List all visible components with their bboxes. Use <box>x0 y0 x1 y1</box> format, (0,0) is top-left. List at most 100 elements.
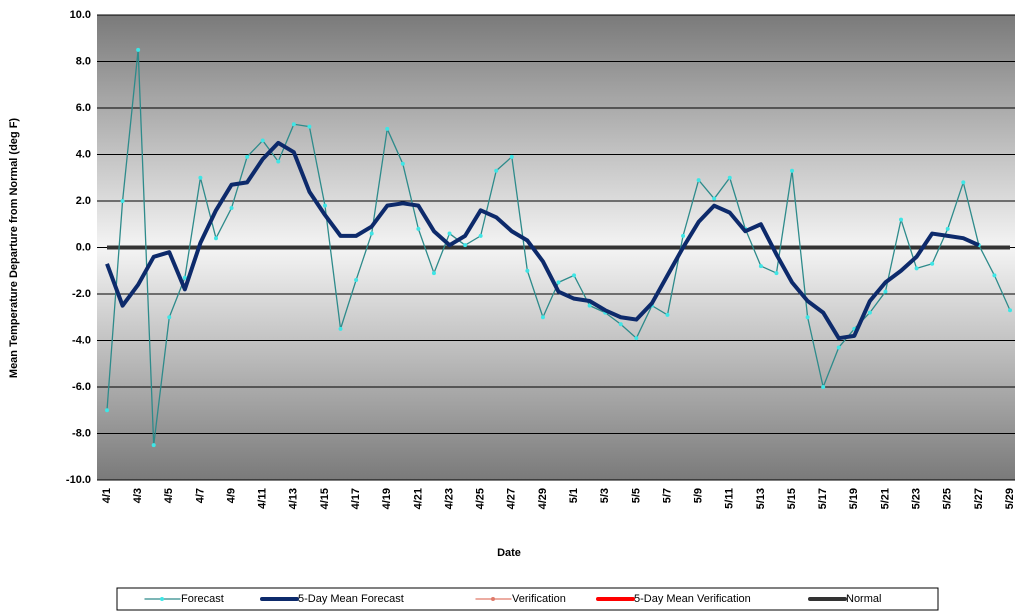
y-tick-label: -8.0 <box>72 427 91 439</box>
x-tick-label: 5/29 <box>1004 488 1016 509</box>
x-tick-label: 5/11 <box>724 488 736 509</box>
data-point <box>447 231 452 236</box>
data-point <box>322 203 327 208</box>
data-point <box>992 273 997 278</box>
data-point <box>758 264 763 269</box>
y-tick-label: 0.0 <box>76 241 91 253</box>
data-point <box>836 345 841 350</box>
legend-marker <box>160 597 164 601</box>
x-tick-label: 4/9 <box>225 488 237 503</box>
x-tick-label: 4/1 <box>101 488 113 503</box>
legend-marker <box>491 597 495 601</box>
data-point <box>260 138 265 143</box>
y-tick-label: 2.0 <box>76 195 91 207</box>
data-point <box>821 385 826 389</box>
data-point <box>712 196 717 201</box>
data-point <box>883 289 888 294</box>
x-tick-label: 4/3 <box>132 488 144 503</box>
legend <box>116 587 939 611</box>
y-tick-label: 4.0 <box>76 148 91 160</box>
y-tick-label: -2.0 <box>72 288 91 300</box>
data-point <box>369 231 374 236</box>
x-tick-label: 4/5 <box>163 488 175 503</box>
data-point <box>681 233 686 238</box>
data-point <box>213 236 218 241</box>
data-point <box>494 168 499 173</box>
legend-label: 5-Day Mean Forecast <box>298 593 404 605</box>
data-point <box>400 161 405 166</box>
x-tick-label: 4/17 <box>350 488 362 509</box>
data-point <box>1008 308 1012 313</box>
x-tick-label: 5/13 <box>755 488 767 509</box>
data-point <box>291 122 296 127</box>
x-tick-label: 4/19 <box>381 488 393 509</box>
data-point <box>385 126 390 131</box>
data-point <box>572 273 577 278</box>
data-point <box>945 226 950 231</box>
y-axis-title: Mean Temperature Departure from Normal (… <box>8 118 20 379</box>
data-point <box>618 322 623 327</box>
data-point <box>276 159 281 164</box>
data-point <box>151 443 156 448</box>
data-point <box>914 266 919 271</box>
data-point <box>416 226 421 231</box>
data-point <box>805 315 810 320</box>
data-point <box>198 175 203 180</box>
x-tick-label: 5/3 <box>599 488 611 503</box>
x-tick-label: 5/17 <box>817 488 829 509</box>
x-tick-label: 4/21 <box>412 488 424 509</box>
x-tick-label: 4/11 <box>257 488 269 509</box>
data-point <box>634 336 639 341</box>
data-point <box>525 268 530 273</box>
data-point <box>587 303 592 308</box>
x-tick-label: 5/15 <box>786 488 798 509</box>
data-point <box>961 180 966 185</box>
y-tick-label: 6.0 <box>76 102 91 114</box>
data-point <box>478 233 483 238</box>
data-point <box>930 261 935 266</box>
x-tick-label: 5/25 <box>942 488 954 509</box>
legend-label: Normal <box>846 593 881 605</box>
x-tick-label: 5/9 <box>693 488 705 503</box>
data-point <box>899 217 904 222</box>
data-point <box>665 312 670 317</box>
data-point <box>338 326 343 331</box>
data-point <box>105 408 109 413</box>
y-tick-label: -4.0 <box>72 334 91 346</box>
x-tick-label: 4/23 <box>443 488 455 509</box>
legend-label: Forecast <box>181 593 224 605</box>
x-tick-label: 4/29 <box>537 488 549 509</box>
data-point <box>229 205 234 210</box>
series-line <box>105 140 980 341</box>
legend-label: Verification <box>512 593 566 605</box>
data-point <box>774 271 779 276</box>
x-tick-label: 4/25 <box>475 488 487 509</box>
x-tick-label: 4/7 <box>194 488 206 503</box>
legend-label: 5-Day Mean Verification <box>634 593 751 605</box>
x-tick-label: 5/21 <box>879 488 891 509</box>
data-point <box>245 154 250 159</box>
data-point <box>431 271 436 276</box>
data-point <box>556 280 561 285</box>
data-point <box>867 310 872 315</box>
data-point <box>354 278 359 283</box>
x-axis-title: Date <box>497 547 521 559</box>
x-tick-label: 5/1 <box>568 488 580 503</box>
data-point <box>540 315 545 320</box>
data-point <box>182 275 187 280</box>
y-tick-label: -10.0 <box>66 474 91 486</box>
x-tick-label: 5/7 <box>661 488 673 503</box>
y-tick-label: -6.0 <box>72 381 91 393</box>
data-point <box>790 168 795 173</box>
y-tick-label: 10.0 <box>70 9 91 21</box>
data-point <box>696 178 701 183</box>
x-tick-label: 4/27 <box>506 488 518 509</box>
data-point <box>727 175 732 180</box>
y-tick-label: 8.0 <box>76 55 91 67</box>
x-tick-label: 5/19 <box>848 488 860 509</box>
x-tick-label: 4/15 <box>319 488 331 509</box>
data-point <box>136 47 141 52</box>
data-point <box>307 124 312 129</box>
data-point <box>509 154 514 159</box>
